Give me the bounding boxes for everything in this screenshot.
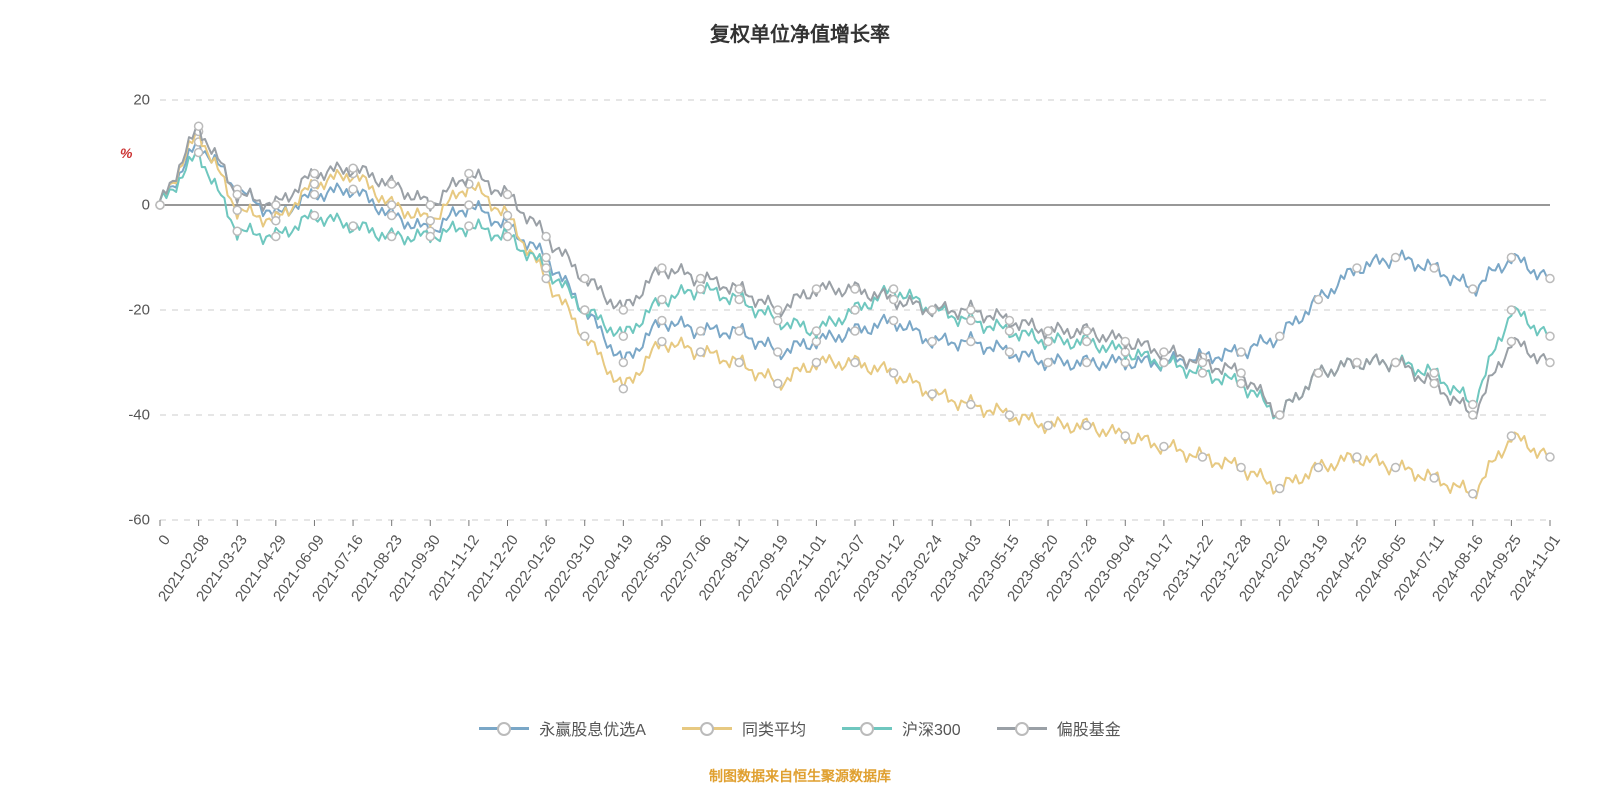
legend-marker-icon <box>1015 722 1029 736</box>
legend-swatch <box>682 727 732 730</box>
chart-credit: 制图数据来自恒生聚源数据库 <box>0 766 1600 786</box>
legend-item: 沪深300 <box>842 716 961 740</box>
legend-label: 同类平均 <box>742 716 806 740</box>
plot-area <box>0 0 1600 800</box>
legend-marker-icon <box>700 722 714 736</box>
legend-label: 偏股基金 <box>1057 716 1121 740</box>
legend: 永赢股息优选A 同类平均 沪深300 偏股基金 <box>0 716 1600 740</box>
legend-swatch <box>842 727 892 730</box>
legend-swatch <box>479 727 529 730</box>
legend-item: 同类平均 <box>682 716 806 740</box>
growth-rate-chart: 复权单位净值增长率 % -60-40-20020 02021-02-082021… <box>0 0 1600 800</box>
legend-marker-icon <box>860 722 874 736</box>
legend-label: 沪深300 <box>902 716 961 740</box>
legend-item: 永赢股息优选A <box>479 716 646 740</box>
legend-label: 永赢股息优选A <box>539 716 646 740</box>
legend-item: 偏股基金 <box>997 716 1121 740</box>
legend-swatch <box>997 727 1047 730</box>
legend-marker-icon <box>497 722 511 736</box>
